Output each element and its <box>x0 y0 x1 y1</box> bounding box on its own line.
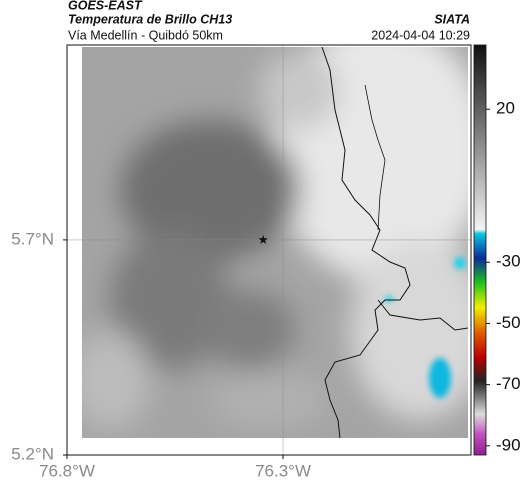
colorbar-tick-label: -70 <box>496 374 521 393</box>
source: SIATA <box>434 12 470 26</box>
y-tick-label: 5.2°N <box>11 444 54 463</box>
colorbar-tick-label: -50 <box>496 313 521 332</box>
timestamp: 2024-04-04 10:29 <box>371 28 470 42</box>
subtitle: Vía Medellín - Quibdó 50km <box>68 28 223 42</box>
satellite-image <box>82 47 468 438</box>
title: Temperatura de Brillo CH13 <box>68 12 232 26</box>
colorbar-tick-label: -30 <box>496 252 521 271</box>
x-tick-label: 76.3°W <box>255 461 311 480</box>
product: GOES-EAST <box>68 0 143 12</box>
y-tick-label: 5.7°N <box>11 229 54 248</box>
x-tick-label: 76.8°W <box>39 461 95 480</box>
colorbar-tick-label: 20 <box>496 99 515 118</box>
colorbar <box>473 44 487 456</box>
location-marker <box>258 234 268 244</box>
colorbar-tick-label: -90 <box>496 435 521 454</box>
frame <box>66 44 472 456</box>
